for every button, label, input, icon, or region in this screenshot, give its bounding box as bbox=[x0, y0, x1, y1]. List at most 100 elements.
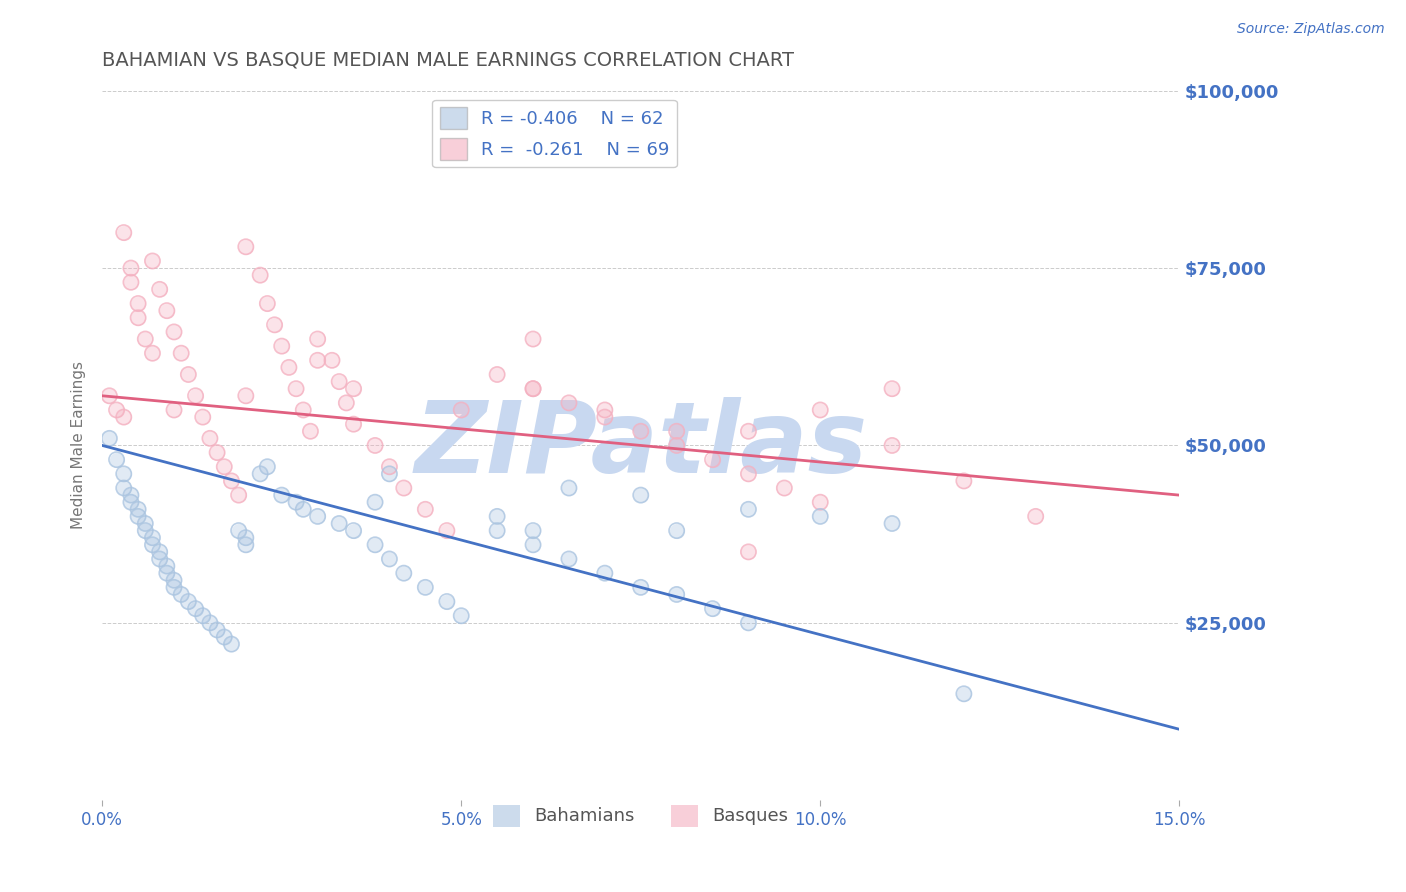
Point bbox=[256, 459, 278, 474]
Point bbox=[112, 467, 135, 481]
Point bbox=[120, 261, 142, 276]
Point bbox=[235, 531, 257, 545]
Point bbox=[808, 509, 831, 524]
Point bbox=[392, 566, 415, 581]
Point bbox=[98, 431, 121, 445]
Point bbox=[98, 389, 121, 403]
Point bbox=[328, 516, 350, 531]
Point bbox=[228, 524, 250, 538]
Point bbox=[522, 524, 544, 538]
Point bbox=[593, 403, 616, 417]
Point bbox=[328, 375, 350, 389]
Point bbox=[450, 403, 472, 417]
Point bbox=[450, 403, 472, 417]
Point bbox=[277, 360, 299, 375]
Point bbox=[105, 452, 128, 467]
Point bbox=[702, 601, 724, 615]
Point bbox=[737, 424, 759, 438]
Point bbox=[880, 516, 903, 531]
Point bbox=[170, 346, 193, 360]
Point bbox=[112, 226, 135, 240]
Point bbox=[321, 353, 343, 368]
Point bbox=[141, 346, 163, 360]
Point bbox=[156, 303, 179, 318]
Point bbox=[141, 346, 163, 360]
Point bbox=[737, 545, 759, 559]
Point bbox=[134, 332, 156, 346]
Point bbox=[415, 580, 437, 594]
Point bbox=[665, 524, 688, 538]
Point bbox=[98, 389, 121, 403]
Point bbox=[214, 459, 236, 474]
Point bbox=[235, 538, 257, 552]
Point bbox=[105, 403, 128, 417]
Point bbox=[127, 310, 149, 325]
Point bbox=[221, 637, 243, 651]
Point bbox=[436, 594, 458, 608]
Point bbox=[285, 495, 308, 509]
Point bbox=[737, 467, 759, 481]
Point bbox=[228, 488, 250, 502]
Point bbox=[149, 282, 172, 296]
Point bbox=[270, 339, 292, 353]
Point bbox=[127, 502, 149, 516]
Point bbox=[307, 353, 329, 368]
Point bbox=[558, 552, 581, 566]
Point bbox=[665, 438, 688, 452]
Point bbox=[522, 382, 544, 396]
Point bbox=[235, 240, 257, 254]
Point bbox=[184, 601, 207, 615]
Point bbox=[953, 474, 976, 488]
Point bbox=[880, 516, 903, 531]
Point bbox=[737, 467, 759, 481]
Point bbox=[307, 332, 329, 346]
Point bbox=[808, 495, 831, 509]
Point bbox=[378, 467, 401, 481]
Y-axis label: Median Male Earnings: Median Male Earnings bbox=[72, 361, 86, 530]
Point bbox=[112, 481, 135, 495]
Point bbox=[285, 382, 308, 396]
Point bbox=[198, 431, 221, 445]
Point bbox=[214, 459, 236, 474]
Point bbox=[808, 495, 831, 509]
Point bbox=[702, 452, 724, 467]
Point bbox=[378, 467, 401, 481]
Point bbox=[737, 615, 759, 630]
Point bbox=[702, 452, 724, 467]
Point bbox=[593, 566, 616, 581]
Point bbox=[141, 538, 163, 552]
Point bbox=[156, 559, 179, 574]
Point bbox=[191, 608, 214, 623]
Point bbox=[392, 481, 415, 495]
Point bbox=[436, 524, 458, 538]
Point bbox=[263, 318, 285, 332]
Point bbox=[292, 403, 315, 417]
Point bbox=[486, 119, 509, 133]
Point bbox=[292, 502, 315, 516]
Point bbox=[214, 630, 236, 644]
Point bbox=[235, 538, 257, 552]
Point bbox=[270, 339, 292, 353]
Point bbox=[120, 488, 142, 502]
Point bbox=[127, 509, 149, 524]
Point bbox=[593, 410, 616, 425]
Point bbox=[558, 396, 581, 410]
Point bbox=[392, 481, 415, 495]
Point bbox=[256, 296, 278, 310]
Point bbox=[630, 488, 652, 502]
Point bbox=[214, 630, 236, 644]
Point bbox=[307, 332, 329, 346]
Point bbox=[486, 509, 509, 524]
Point bbox=[177, 594, 200, 608]
Point bbox=[522, 538, 544, 552]
Point bbox=[127, 310, 149, 325]
Point bbox=[292, 502, 315, 516]
Point bbox=[335, 396, 357, 410]
Point bbox=[665, 587, 688, 601]
Point bbox=[486, 119, 509, 133]
Point bbox=[256, 296, 278, 310]
Point bbox=[378, 459, 401, 474]
Point bbox=[1025, 509, 1047, 524]
Point bbox=[342, 417, 364, 432]
Point bbox=[149, 545, 172, 559]
